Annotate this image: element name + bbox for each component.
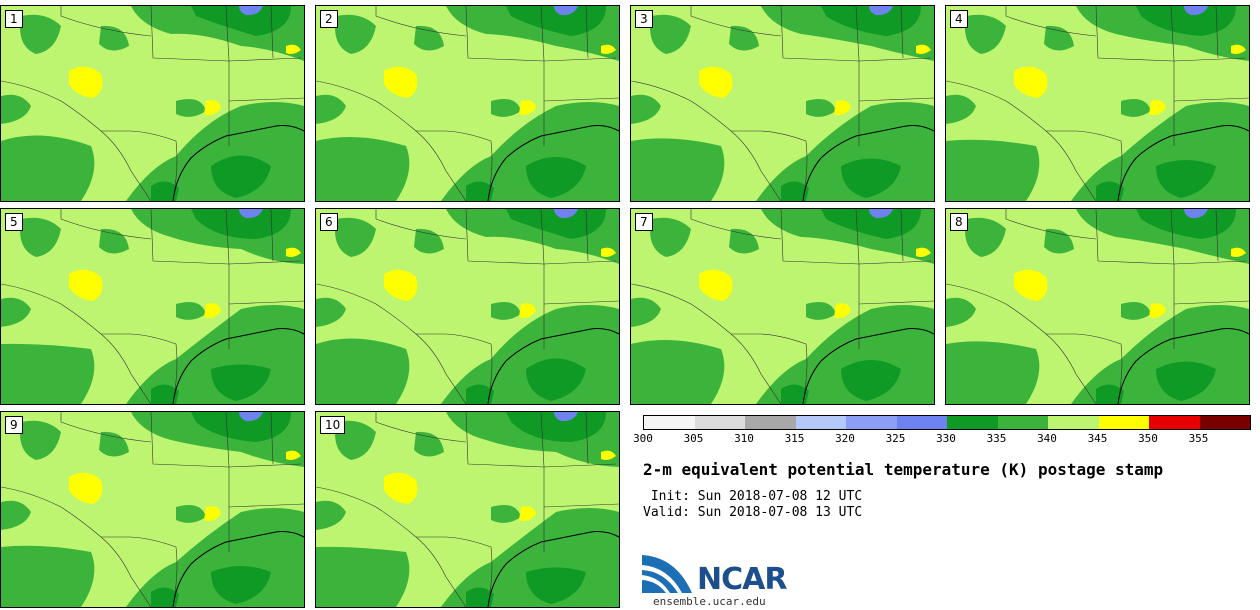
ensemble-member-map: 1 [0, 5, 305, 202]
map-field [316, 412, 619, 607]
colorbar-tick-label: 340 [1037, 432, 1057, 445]
map-field [316, 209, 619, 404]
member-number-label: 6 [320, 213, 338, 231]
colorbar-tick-label: 300 [633, 432, 653, 445]
colorbar-swatch [947, 416, 998, 429]
colorbar-tick-label: 345 [1087, 432, 1108, 445]
colorbar-tick-label: 305 [683, 432, 704, 445]
colorbar-tick-label: 310 [734, 432, 754, 445]
colorbar-swatch [795, 416, 846, 429]
colorbar-swatch [694, 416, 745, 429]
member-number-label: 7 [635, 213, 653, 231]
colorbar-swatch [1199, 416, 1250, 429]
ensemble-member-map: 7 [630, 208, 935, 405]
colorbar-swatch [997, 416, 1048, 429]
colorbar-tick-label: 330 [936, 432, 956, 445]
colorbar-swatch [1098, 416, 1149, 429]
ensemble-member-map: 6 [315, 208, 620, 405]
ensemble-member-map: 4 [945, 5, 1250, 202]
member-number-label: 8 [950, 213, 968, 231]
colorbar-swatch [846, 416, 897, 429]
map-field [1, 412, 304, 607]
map-field [1, 6, 304, 201]
colorbar-tick-label: 355 [1188, 432, 1209, 445]
member-number-label: 1 [5, 10, 23, 28]
ensemble-member-map: 2 [315, 5, 620, 202]
colorbar-swatch [1149, 416, 1200, 429]
map-field [631, 209, 934, 404]
member-number-label: 2 [320, 10, 338, 28]
member-number-label: 3 [635, 10, 653, 28]
map-field [316, 6, 619, 201]
plot-title: 2-m equivalent potential temperature (K)… [643, 460, 1164, 479]
ensemble-member-map: 10 [315, 411, 620, 608]
colorbar-swatch [896, 416, 947, 429]
member-number-label: 4 [950, 10, 968, 28]
member-number-label: 10 [320, 416, 346, 434]
colorbar-tick-label: 325 [885, 432, 906, 445]
ensemble-member-map: 8 [945, 208, 1250, 405]
colorbar-swatch [644, 416, 695, 429]
colorbar-tick-label: 335 [986, 432, 1007, 445]
ensemble-member-map: 5 [0, 208, 305, 405]
ensemble-member-map: 3 [630, 5, 935, 202]
member-number-label: 9 [5, 416, 23, 434]
ncar-logo-icon [642, 555, 692, 593]
map-field [946, 6, 1249, 201]
colorbar-swatch [745, 416, 796, 429]
colorbar-swatch [1048, 416, 1099, 429]
member-number-label: 5 [5, 213, 23, 231]
map-field [1, 209, 304, 404]
colorbar [643, 415, 1251, 430]
colorbar-tick-label: 315 [784, 432, 805, 445]
colorbar-tick-label: 320 [835, 432, 855, 445]
logo-url[interactable]: ensemble.ucar.edu [653, 595, 766, 608]
ensemble-member-map: 9 [0, 411, 305, 608]
ncar-logo-text: NCAR [697, 562, 787, 597]
colorbar-tick-labels: 300 305 310 315 320 325 330 335 340 345 350 355 [633, 432, 1249, 446]
map-field [946, 209, 1249, 404]
map-field [631, 6, 934, 201]
init-time: Init: Sun 2018-07-08 12 UTC [643, 489, 863, 504]
valid-time: Valid: Sun 2018-07-08 13 UTC [643, 505, 863, 520]
colorbar-tick-label: 350 [1138, 432, 1158, 445]
